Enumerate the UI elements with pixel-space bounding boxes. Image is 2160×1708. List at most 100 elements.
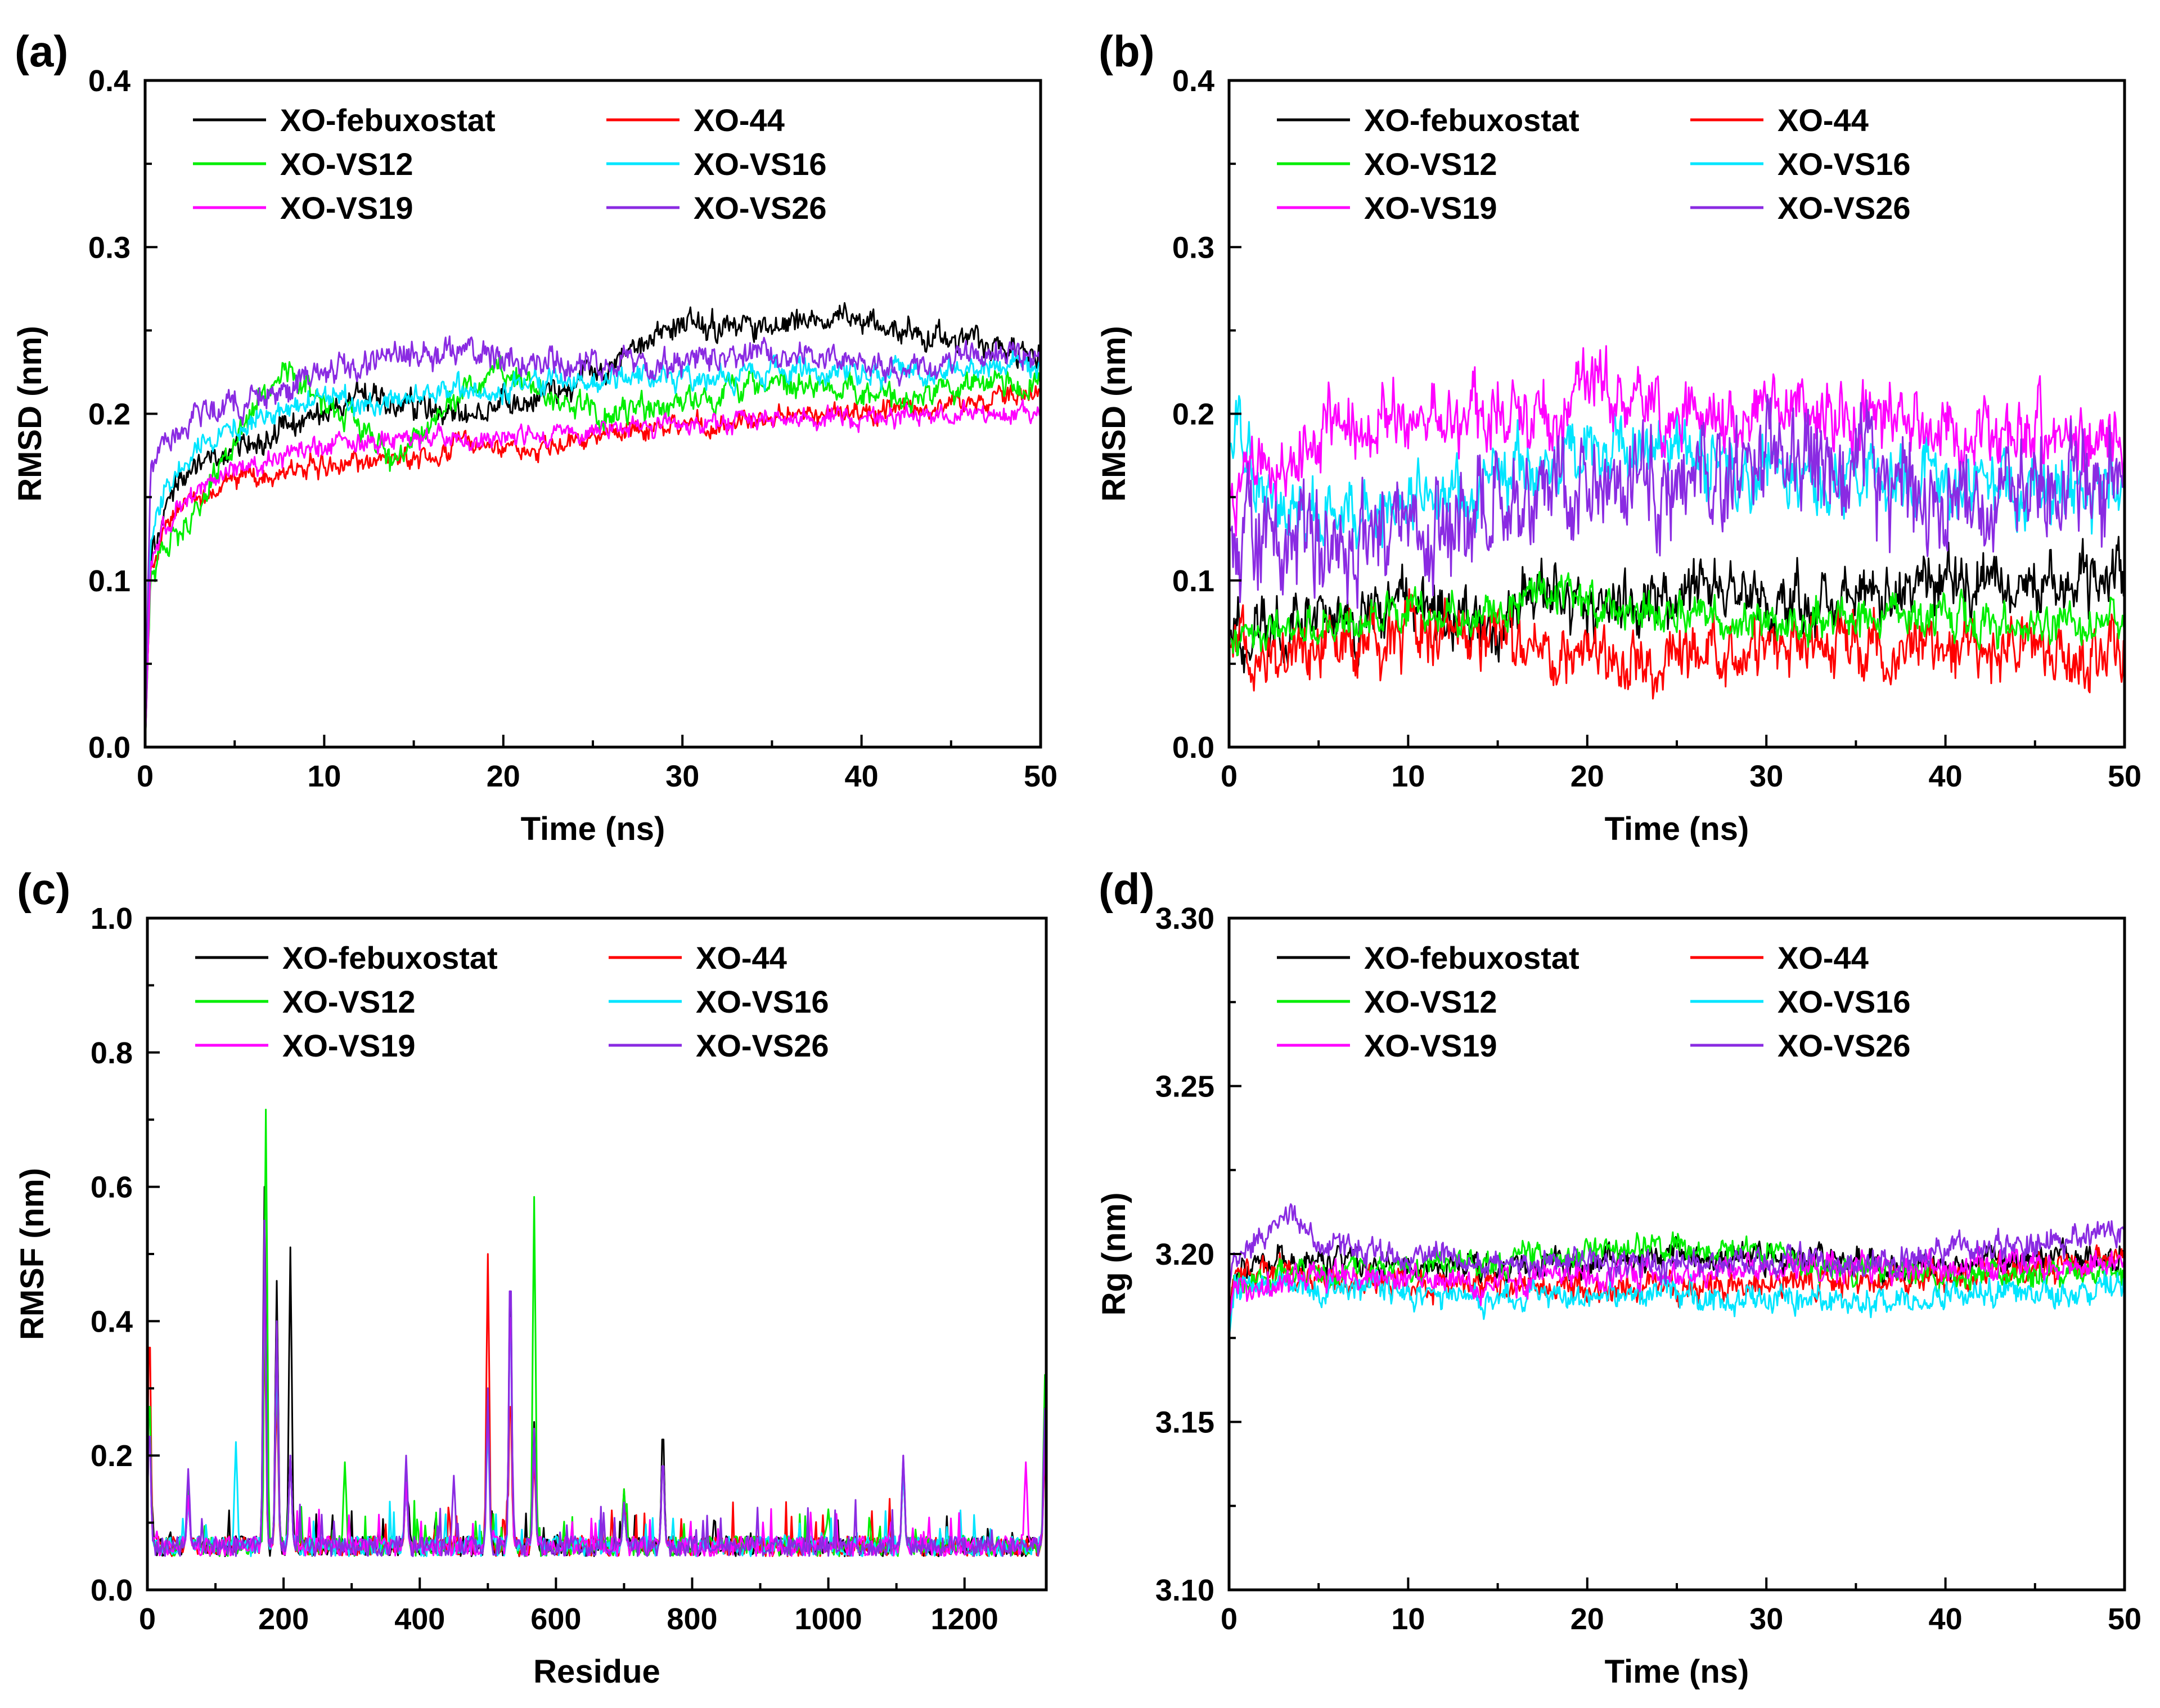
x-tick-label: 40 [1929, 1602, 1963, 1636]
series-group [147, 1108, 1046, 1557]
legend-label: XO-VS16 [1778, 984, 1911, 1019]
y-tick-label: 0.1 [88, 564, 130, 598]
legend: XO-febuxostat XO-44 XO-VS12 XO-VS16 XO-VS19 X… [195, 940, 829, 1063]
y-axis-title: Rg (nm) [1096, 1192, 1132, 1315]
y-tick-label: 3.20 [1155, 1238, 1214, 1271]
legend-label: XO-febuxostat [1364, 940, 1580, 976]
legend-label: XO-VS19 [1364, 1028, 1497, 1063]
y-tick-label: 0.4 [1172, 64, 1214, 98]
x-tick-label: 50 [1024, 759, 1058, 793]
x-tick-label: 30 [1749, 759, 1783, 793]
series-line-xo-vs26 [145, 335, 1041, 747]
y-tick-label: 0.6 [91, 1171, 133, 1204]
y-tick-label: 0.3 [1172, 231, 1214, 264]
y-tick-label: 3.15 [1155, 1406, 1214, 1440]
chart-panel-d: 0 10 20 30 40 50 3.10 3.15 3.20 3.25 3.30 Time (ns)… [1096, 864, 2141, 1690]
x-tick-label: 400 [394, 1602, 445, 1636]
y-tick-label: 0.2 [91, 1439, 133, 1473]
legend-label: XO-44 [696, 940, 787, 976]
y-tick-label: 0.8 [91, 1036, 133, 1070]
y-tick-label: 3.30 [1155, 902, 1214, 936]
legend-label: XO-VS26 [1778, 1028, 1911, 1063]
y-tick-label: 3.25 [1155, 1070, 1214, 1104]
x-tick-label: 10 [307, 759, 341, 793]
legend-label: XO-44 [1778, 940, 1869, 976]
x-axis-title: Time (ns) [521, 811, 665, 847]
legend-label: XO-VS12 [1364, 984, 1497, 1019]
panel-label: (b) [1099, 26, 1155, 76]
y-tick-label: 0.4 [88, 64, 130, 98]
y-tick-label: 0.0 [1172, 731, 1214, 765]
x-tick-label: 800 [667, 1602, 717, 1636]
series-line-xo-vs12 [147, 1108, 1046, 1557]
series-line-xo-vs19 [147, 1253, 1046, 1557]
series-group [1229, 345, 2125, 700]
y-tick-label: 0.2 [88, 398, 130, 432]
x-tick-label: 200 [258, 1602, 309, 1636]
x-tick-label: 0 [137, 759, 154, 793]
legend-label: XO-VS12 [280, 146, 413, 182]
legend-label: XO-VS16 [696, 984, 829, 1019]
panel-label: (a) [15, 26, 68, 76]
legend-label: XO-VS26 [694, 190, 827, 226]
x-tick-label: 40 [1929, 759, 1963, 793]
x-tick-label: 30 [665, 759, 699, 793]
series-line-xo-vs19 [1229, 1246, 2125, 1322]
x-tick-label: 50 [2108, 759, 2141, 793]
y-axis-title: RMSD (nm) [12, 326, 48, 502]
series-line-xo-vs16 [147, 1253, 1046, 1557]
series-line-xo-febuxostat [1229, 536, 2125, 673]
x-tick-label: 20 [1570, 759, 1604, 793]
legend-label: XO-VS26 [696, 1028, 829, 1063]
series-line-xo-vs26 [1229, 394, 2125, 609]
x-tick-label: 10 [1391, 1602, 1425, 1636]
legend-label: XO-VS19 [280, 190, 413, 226]
series-line-xo-vs19 [1229, 345, 2125, 537]
legend-label: XO-febuxostat [282, 940, 498, 976]
series-line-xo-vs12 [145, 354, 1041, 747]
series-line-xo-vs26 [147, 1219, 1046, 1557]
chart-panel-c: 0 200 400 600 800 1000 1200 0.0 0.2 0.4 0.6 0.8 1.0 R… [14, 864, 1048, 1690]
legend: XO-febuxostat XO-44 XO-VS12 XO-VS16 XO-VS19 X… [193, 102, 827, 226]
y-tick-label: 1.0 [91, 902, 133, 936]
legend: XO-febuxostat XO-44 XO-VS12 XO-VS16 XO-VS19 X… [1277, 940, 1911, 1063]
panel-label: (c) [17, 864, 70, 914]
x-tick-label: 20 [487, 759, 520, 793]
x-tick-label: 0 [139, 1602, 156, 1636]
x-tick-label: 10 [1391, 759, 1425, 793]
series-group [1229, 1203, 2125, 1338]
legend-label: XO-44 [1778, 102, 1869, 138]
x-axis-title: Time (ns) [1605, 811, 1749, 847]
chart-panel-b: 0 10 20 30 40 50 0.0 0.1 0.2 0.3 0.4 Time (ns) RMSD … [1096, 26, 2141, 847]
legend-label: XO-VS19 [1364, 190, 1497, 226]
y-tick-label: 0.0 [88, 731, 130, 765]
panel-label: (d) [1099, 864, 1155, 914]
y-axis-title: RMSF (nm) [14, 1168, 51, 1340]
x-tick-label: 0 [1221, 759, 1238, 793]
x-tick-label: 1200 [931, 1602, 998, 1636]
series-line-xo-vs26 [1229, 1203, 2125, 1288]
legend-label: XO-febuxostat [1364, 102, 1580, 138]
y-axis-title: RMSD (nm) [1096, 326, 1132, 502]
x-tick-label: 600 [530, 1602, 581, 1636]
x-tick-label: 50 [2108, 1602, 2141, 1636]
x-axis-title: Residue [533, 1653, 660, 1690]
chart-panel-a: 0 10 20 30 40 50 0.0 0.1 0.2 0.3 0.4 Time (ns) RMSD … [12, 26, 1058, 847]
y-tick-label: 3.10 [1155, 1574, 1214, 1607]
series-group [145, 302, 1041, 747]
series-line-xo-febuxostat [147, 1186, 1046, 1557]
y-tick-label: 0.4 [91, 1305, 133, 1338]
legend-label: XO-VS12 [1364, 146, 1497, 182]
series-line-xo-44 [147, 1253, 1046, 1557]
x-tick-label: 40 [845, 759, 879, 793]
y-tick-label: 0.3 [88, 231, 130, 264]
legend-label: XO-febuxostat [280, 102, 496, 138]
legend-label: XO-VS19 [282, 1028, 416, 1063]
y-tick-label: 0.0 [91, 1574, 133, 1607]
x-axis-title: Time (ns) [1605, 1653, 1749, 1690]
legend-label: XO-VS26 [1778, 190, 1911, 226]
x-tick-label: 1000 [795, 1602, 862, 1636]
y-tick-label: 0.2 [1172, 398, 1214, 432]
legend-label: XO-VS16 [694, 146, 827, 182]
